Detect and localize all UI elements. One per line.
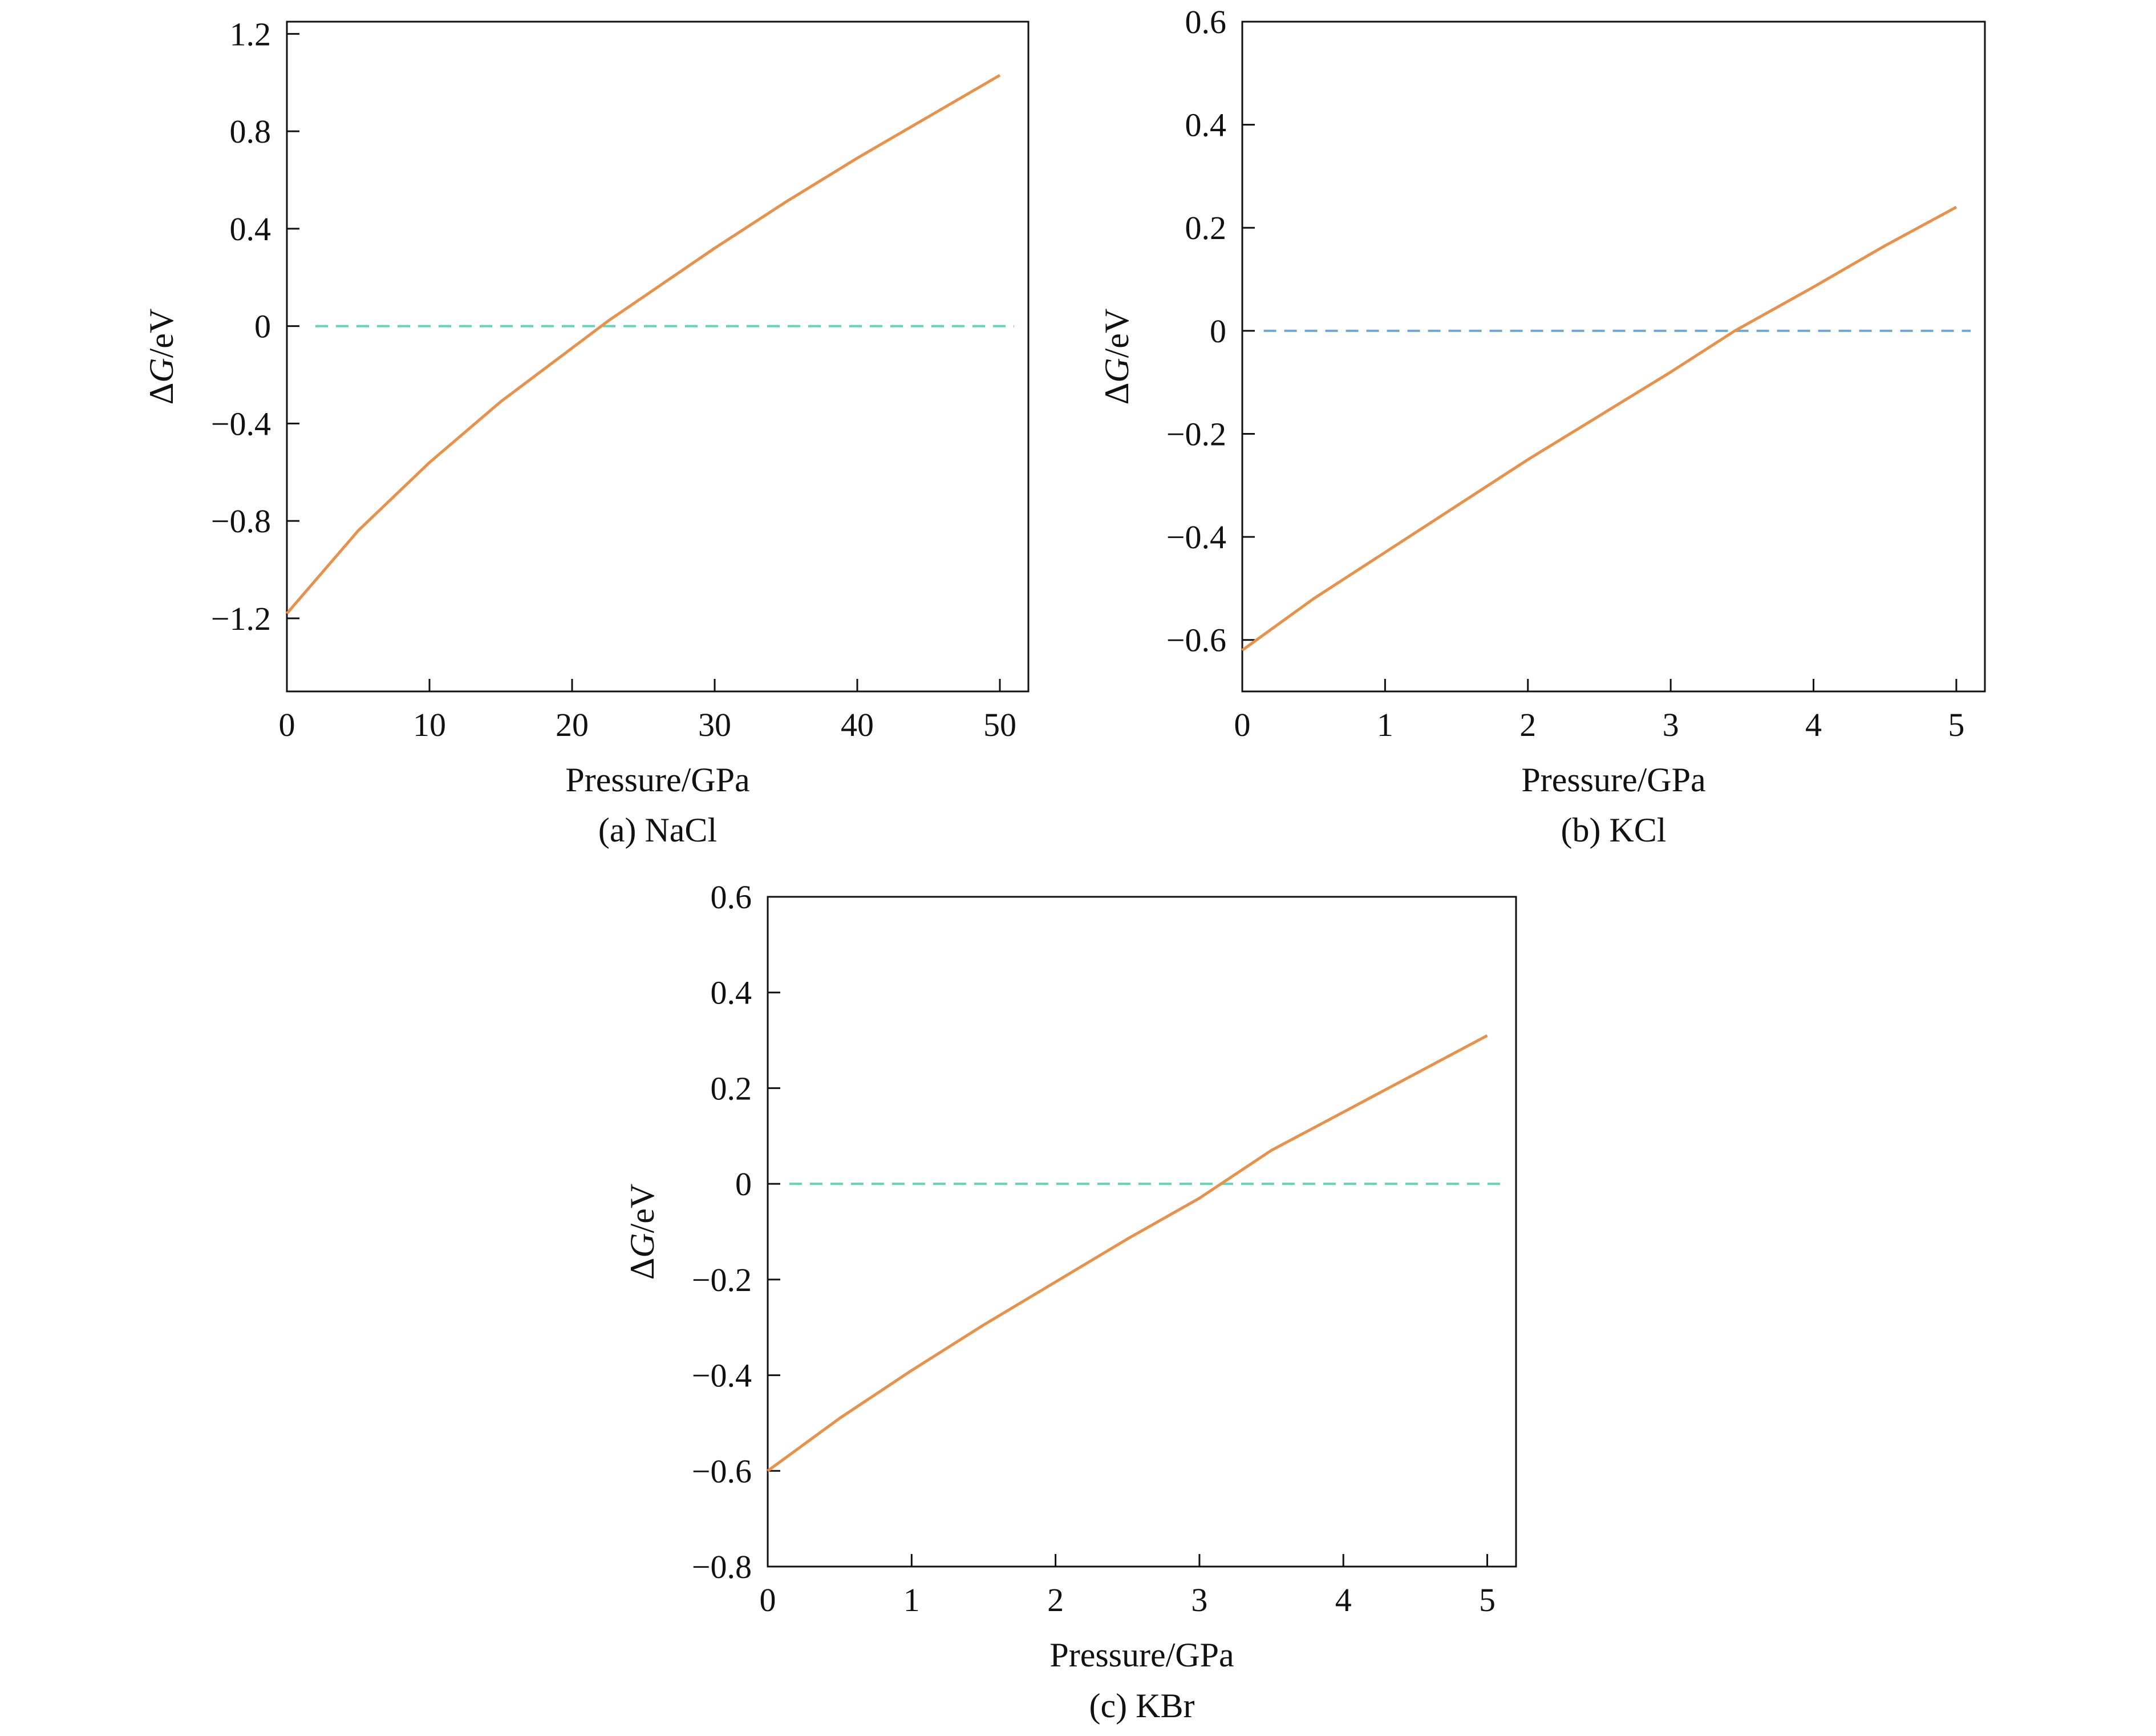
y-tick-label: 0 [1210,313,1226,350]
y-tick-label: 1.2 [230,15,271,52]
x-tick-label: 1 [1377,706,1393,743]
chart-panel-a: 0 10 20 30 40 50 1.2 0.8 0.4 0 −0.4 −0.8 −1.2 Pressur… [143,15,1030,849]
x-tick-label: 0 [279,706,295,743]
y-tick-label: −0.8 [692,1548,752,1585]
x-tick-label: 4 [1335,1581,1352,1618]
y-tick-label: 0.4 [230,211,271,248]
y-tick-label: −0.8 [211,503,271,540]
y-tick-label: −1.2 [211,600,271,637]
y-tick-label: 0 [254,308,271,345]
y-axis-label: ΔG/eV [143,309,180,405]
y-tick-label: 0.6 [1185,3,1227,41]
y-tick-label: −0.4 [1166,519,1226,556]
y-tick-label: 0.2 [1185,209,1227,246]
series-line-delta-g [286,74,1001,615]
x-tick-label: 0 [1234,706,1251,743]
panel-caption: (b) KCl [1561,811,1667,849]
x-tick-label: 2 [1047,1581,1064,1618]
x-tick-label: 5 [1948,706,1964,743]
plot-frame [767,896,1517,1568]
y-tick-label: −0.6 [692,1452,752,1490]
y-tick-label: −0.2 [692,1261,752,1298]
x-tick-label: 10 [413,706,446,743]
x-tick-label: 20 [556,706,589,743]
plot-frame [286,21,1030,693]
x-tick-label: 30 [698,706,731,743]
series-line-delta-g [1241,205,1958,651]
x-axis-label: Pressure/GPa [565,761,749,799]
chart-panel-c: 0 1 2 3 4 5 0.6 0.4 0.2 0 −0.2 −0.4 −0.6 −0.8 Pressure… [623,879,1517,1725]
y-tick-label: 0.8 [230,113,271,150]
y-axis-label: ΔG/eV [1098,309,1136,405]
x-tick-label: 1 [903,1581,920,1618]
x-axis-label: Pressure/GPa [1049,1636,1234,1674]
y-tick-label: −0.4 [692,1357,752,1394]
y-tick-label: 0.4 [1185,107,1227,144]
x-tick-label: 40 [841,706,874,743]
plot-frame [1241,21,1986,693]
y-tick-label: −0.2 [1166,415,1226,452]
y-tick-label: 0.4 [711,974,752,1011]
y-axis-label: ΔG/eV [623,1184,661,1280]
y-tick-label: 0 [735,1166,752,1203]
x-tick-label: 50 [983,706,1016,743]
y-tick-label: 0.2 [711,1070,752,1107]
series-line-delta-g [767,1034,1488,1472]
x-tick-label: 5 [1479,1581,1496,1618]
y-tick-label: 0.6 [711,879,752,916]
x-tick-label: 0 [760,1581,776,1618]
x-tick-label: 3 [1663,706,1679,743]
chart-panel-b: 0 1 2 3 4 5 0.6 0.4 0.2 0 −0.2 −0.4 −0.6 Pressure/GPa… [1098,3,1986,849]
y-tick-label: −0.6 [1166,622,1226,659]
x-tick-label: 2 [1519,706,1536,743]
x-tick-label: 4 [1805,706,1822,743]
panel-caption: (a) NaCl [598,811,717,849]
x-axis-label: Pressure/GPa [1521,761,1705,799]
panel-caption: (c) KBr [1089,1687,1195,1725]
y-tick-label: −0.4 [211,405,271,442]
x-tick-label: 3 [1191,1581,1207,1618]
